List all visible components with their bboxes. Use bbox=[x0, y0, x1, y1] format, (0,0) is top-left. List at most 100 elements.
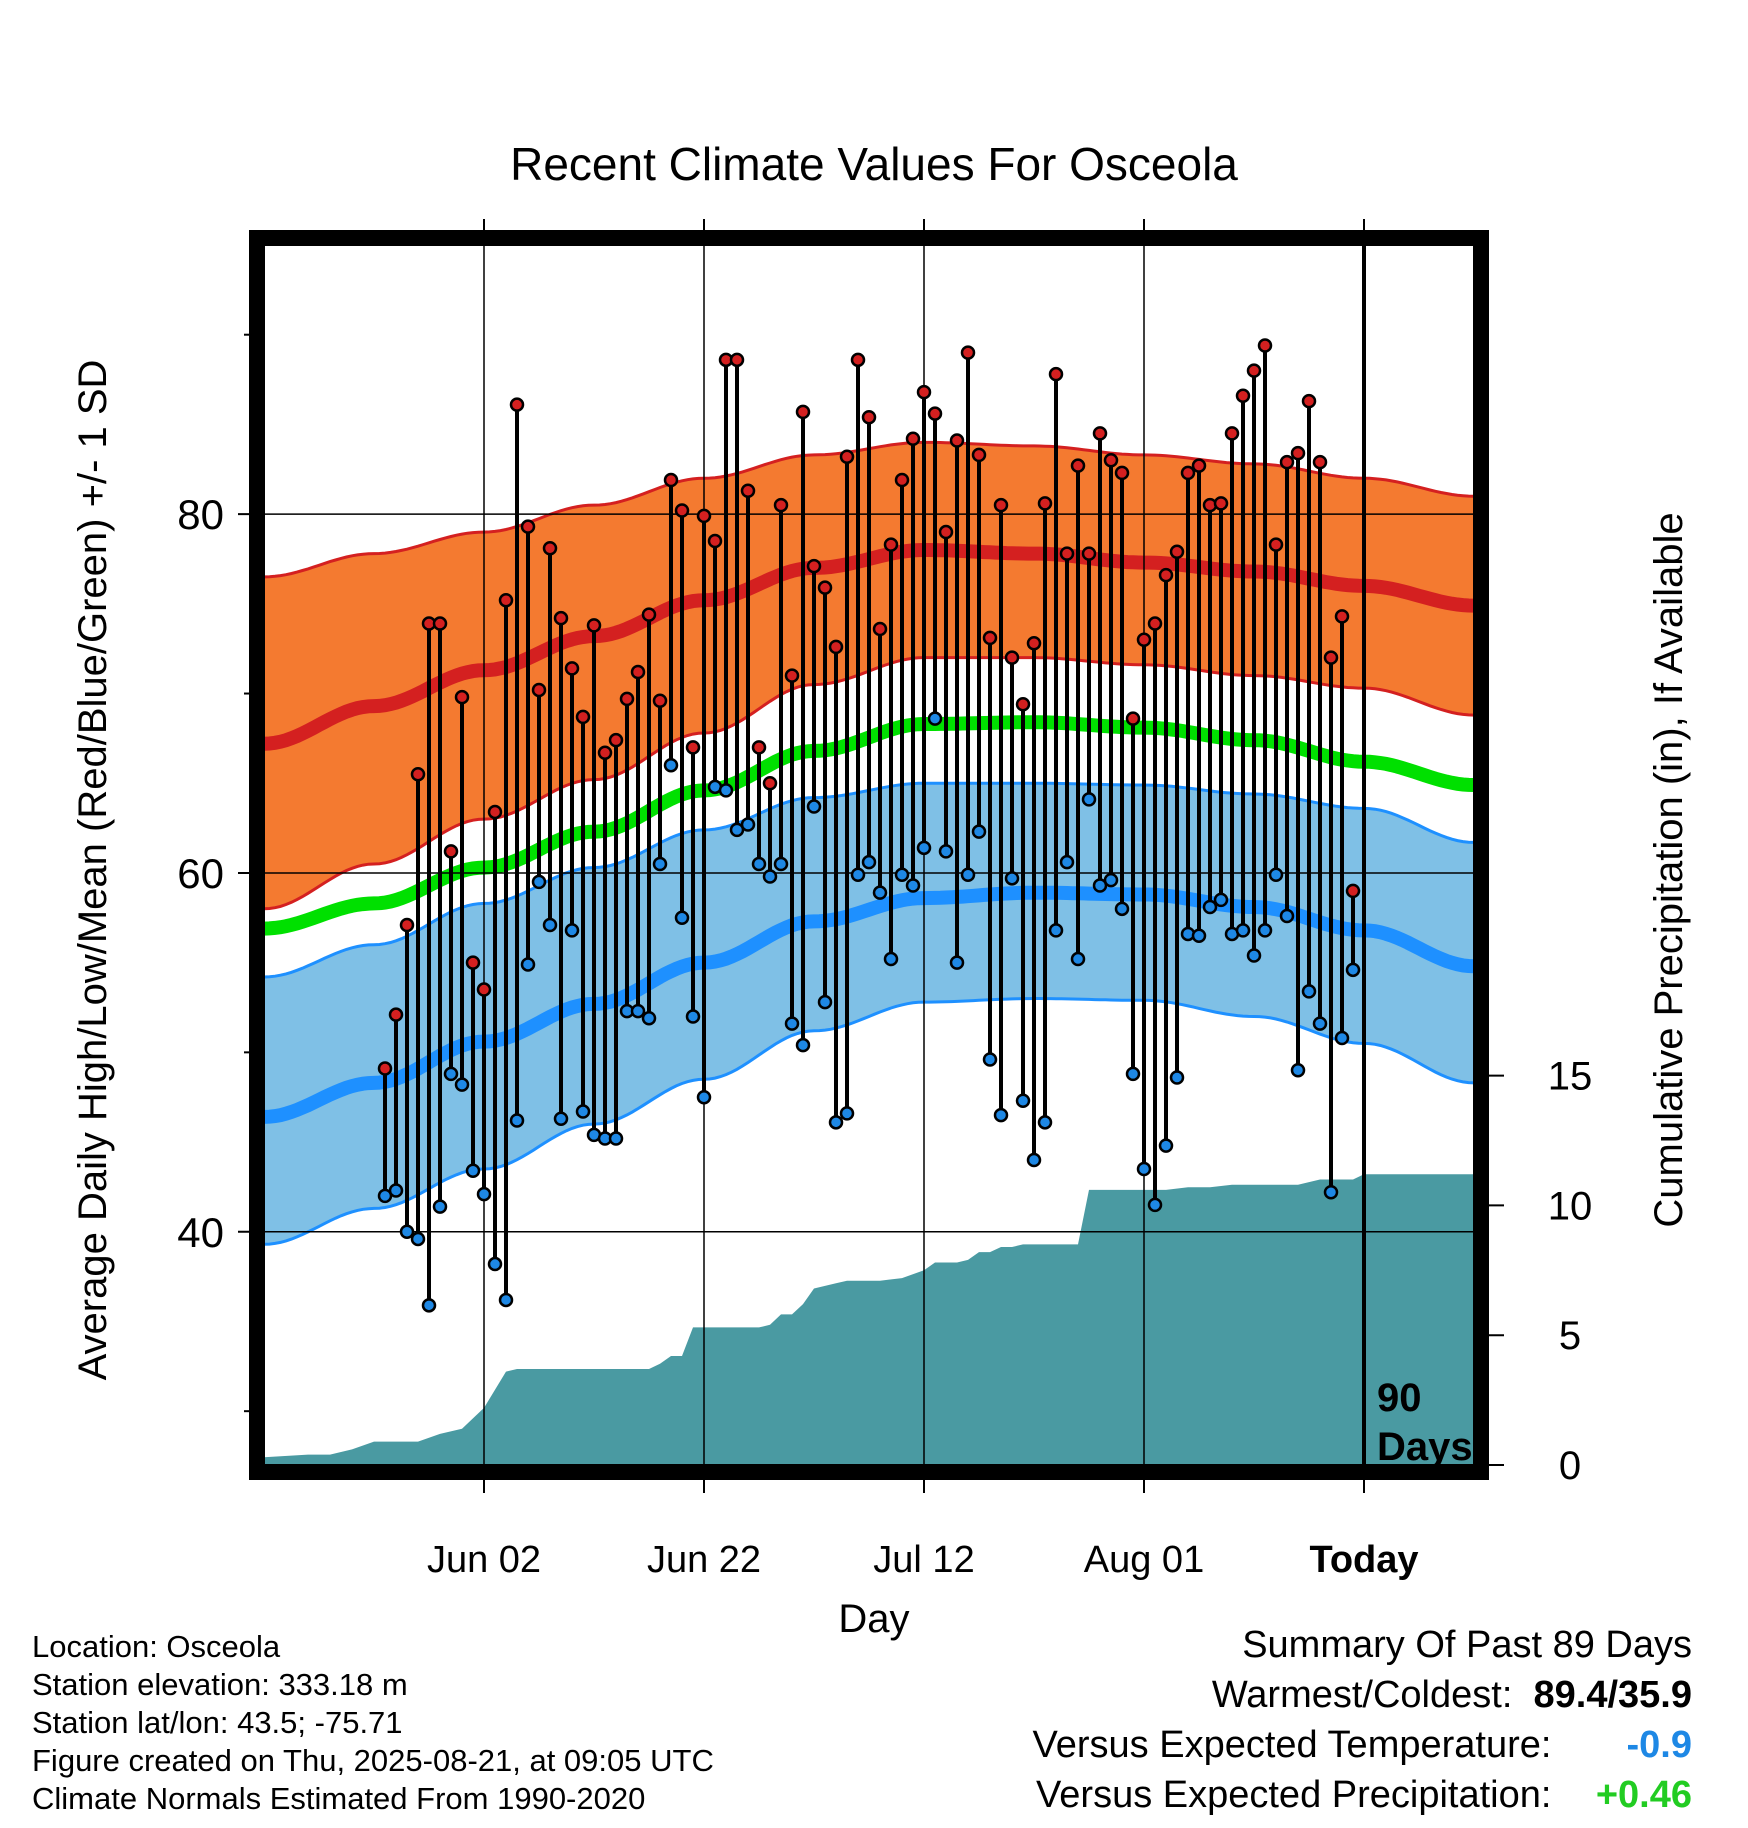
daily-high-point bbox=[927, 406, 943, 421]
daily-high-point bbox=[685, 740, 701, 755]
daily-low-point bbox=[773, 856, 789, 872]
x-tick-label: Today bbox=[1309, 1539, 1418, 1581]
daily-low-point bbox=[817, 994, 833, 1010]
daily-high-point bbox=[894, 472, 910, 488]
daily-high-point bbox=[1323, 650, 1339, 665]
daily-high-point bbox=[586, 618, 602, 633]
x-tick-label: Aug 01 bbox=[1084, 1539, 1204, 1581]
daily-high-point bbox=[751, 740, 767, 755]
daily-low-point bbox=[1301, 984, 1317, 999]
precip-layer bbox=[264, 1174, 1474, 1465]
daily-low-point bbox=[443, 1066, 459, 1082]
daily-low-point bbox=[542, 917, 558, 933]
daily-high-point bbox=[707, 533, 723, 549]
daily-high-point bbox=[410, 767, 426, 782]
daily-high-point bbox=[839, 449, 855, 464]
daily-high-point bbox=[1158, 567, 1174, 583]
plot-frame-layer bbox=[249, 230, 1489, 1480]
daily-low-point bbox=[685, 1009, 701, 1024]
daily-low-point bbox=[674, 910, 690, 926]
daily-high-point bbox=[1345, 883, 1361, 899]
daily-high-point bbox=[960, 345, 976, 360]
daily-high-point bbox=[454, 689, 470, 705]
daily-low-point bbox=[476, 1186, 492, 1202]
daily-high-point bbox=[806, 558, 822, 574]
chart-title: Recent Climate Values For Osceola bbox=[510, 138, 1238, 190]
daily-low-point bbox=[520, 957, 536, 972]
daily-high-point bbox=[498, 592, 514, 608]
daily-high-point bbox=[762, 775, 778, 791]
daily-low-point bbox=[608, 1131, 624, 1146]
daily-low-point bbox=[1213, 892, 1229, 908]
daily-high-point bbox=[1059, 546, 1075, 561]
y2-tick-label: 10 bbox=[1548, 1184, 1593, 1228]
daily-high-point bbox=[773, 497, 789, 513]
daily-low-point bbox=[1070, 951, 1086, 967]
daily-low-point bbox=[1026, 1152, 1042, 1168]
daily-low-point bbox=[729, 822, 745, 838]
daily-high-point bbox=[1213, 496, 1229, 511]
temp-value: -0.9 bbox=[1626, 1724, 1692, 1766]
elevation-text: Station elevation: 333.18 m bbox=[32, 1667, 408, 1702]
daily-high-point bbox=[971, 447, 987, 463]
summary-temp: Versus Expected Temperature: -0.9 bbox=[1033, 1720, 1692, 1770]
daily-low-point bbox=[1257, 923, 1273, 938]
daily-low-point bbox=[410, 1231, 426, 1247]
daily-high-point bbox=[443, 844, 459, 859]
daily-low-point bbox=[1279, 908, 1295, 924]
daily-high-point bbox=[1081, 546, 1097, 561]
daily-high-point bbox=[993, 497, 1009, 513]
warm-cold-value: 89.4/35.9 bbox=[1533, 1674, 1692, 1716]
daily-low-point bbox=[421, 1298, 437, 1313]
daily-low-point bbox=[1246, 948, 1262, 963]
daily-low-point bbox=[553, 1111, 569, 1126]
daily-low-point bbox=[938, 844, 954, 859]
daily-low-point bbox=[663, 758, 679, 773]
daily-high-point bbox=[784, 668, 800, 683]
daily-low-point bbox=[696, 1089, 712, 1105]
daily-high-point bbox=[850, 352, 866, 368]
x-tick-label: Jul 12 bbox=[873, 1539, 974, 1581]
daily-high-point bbox=[641, 607, 657, 622]
daily-high-point bbox=[1279, 454, 1295, 470]
daily-high-point bbox=[916, 384, 932, 400]
x-tick-label: Jun 22 bbox=[647, 1539, 761, 1581]
daily-low-point bbox=[1037, 1115, 1053, 1130]
daily-high-point bbox=[1257, 338, 1273, 353]
daily-low-point bbox=[1015, 1093, 1031, 1109]
daily-high-point bbox=[542, 540, 558, 556]
daily-high-point bbox=[1114, 465, 1130, 481]
daily-low-point bbox=[861, 854, 877, 870]
y-tick-label: 80 bbox=[177, 491, 224, 538]
daily-high-point bbox=[1191, 458, 1207, 473]
daily-low-point bbox=[960, 867, 976, 882]
daily-high-point bbox=[553, 610, 569, 626]
y-tick-label: 40 bbox=[177, 1209, 224, 1256]
daily-high-point bbox=[795, 404, 811, 420]
daily-high-point bbox=[905, 431, 921, 447]
daily-high-point bbox=[575, 709, 591, 725]
daily-low-point bbox=[377, 1188, 393, 1204]
daily-high-point bbox=[432, 616, 448, 631]
summary-panel: Summary Of Past 89 Days Warmest/Coldest:… bbox=[1033, 1620, 1692, 1820]
daily-high-point bbox=[465, 955, 481, 970]
daily-low-point bbox=[498, 1292, 514, 1308]
daily-high-point bbox=[828, 639, 844, 655]
daily-low-point bbox=[1136, 1161, 1152, 1177]
daily-high-point bbox=[1015, 697, 1031, 712]
low-lower-edge bbox=[263, 997, 1475, 1246]
daily-high-point bbox=[1004, 650, 1020, 665]
days-label-word: Days bbox=[1377, 1425, 1473, 1469]
precip-value: +0.46 bbox=[1595, 1774, 1692, 1816]
daily-high-point bbox=[487, 804, 503, 820]
y2-tick-label: 5 bbox=[1559, 1314, 1581, 1358]
daily-high-point bbox=[597, 745, 613, 760]
daily-high-point bbox=[1246, 363, 1262, 378]
daily-low-point bbox=[432, 1199, 448, 1214]
daily-low-point bbox=[916, 840, 932, 856]
y-tick-label: 60 bbox=[177, 850, 224, 897]
daily-high-point bbox=[740, 483, 756, 499]
daily-high-point bbox=[531, 682, 547, 698]
cumulative-precip-area bbox=[264, 1174, 1474, 1465]
